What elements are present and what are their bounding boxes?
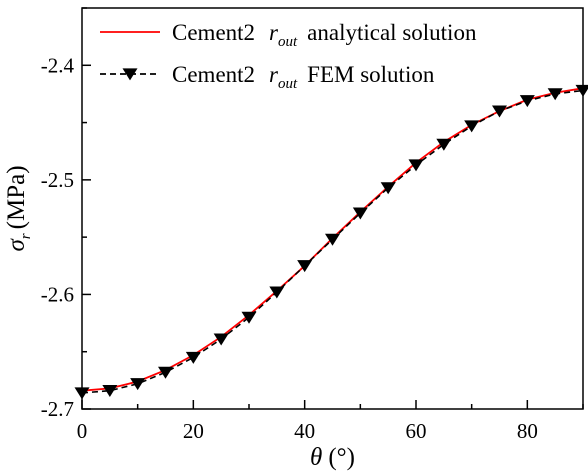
- fem-point-marker: [213, 333, 229, 346]
- x-axis: 0 20 40 60 80: [77, 400, 584, 443]
- fem-point-marker: [436, 138, 452, 151]
- x-tick-label: 80: [517, 419, 538, 443]
- fem-point-marker: [464, 120, 480, 133]
- x-tick-label: 0: [77, 419, 88, 443]
- fem-point-marker: [325, 233, 340, 246]
- legend-marker: [122, 68, 138, 81]
- fem-point-marker: [130, 378, 146, 391]
- fem-point-marker: [185, 351, 201, 364]
- fem-point-marker: [380, 182, 396, 195]
- fem-point-marker: [352, 207, 368, 220]
- y-tick-label: -2.7: [41, 397, 74, 421]
- x-tick-label: 40: [294, 419, 315, 443]
- series-layer: [74, 84, 588, 400]
- fem-point-marker: [241, 311, 257, 324]
- fem-point-marker: [492, 105, 507, 118]
- legend-entry-1: Cement2 rout analytical solution: [172, 20, 477, 50]
- y-tick-label: -2.5: [41, 168, 74, 192]
- y-tick-label: -2.6: [41, 282, 74, 306]
- y-axis-label: σr(MPa): [3, 165, 34, 251]
- fem-point-marker: [269, 286, 285, 299]
- fem-point-marker: [547, 88, 563, 101]
- x-tick-label: 20: [183, 419, 204, 443]
- x-axis-label: θ (°): [310, 444, 355, 471]
- fem-point-marker: [102, 385, 118, 398]
- fem-point-marker: [519, 95, 535, 108]
- fem-point-marker: [408, 159, 424, 172]
- legend-entry-2: Cement2 rout FEM solution: [172, 62, 435, 92]
- fem-point-marker: [158, 366, 173, 379]
- fem-point-marker: [74, 387, 90, 400]
- legend: Cement2 rout analytical solution Cement2 rou…: [100, 20, 477, 92]
- fem-point-marker: [575, 84, 588, 97]
- y-tick-label: -2.4: [41, 53, 75, 77]
- plot-frame: [81, 7, 584, 410]
- fem-point-marker: [297, 260, 313, 273]
- x-tick-label: 60: [406, 419, 427, 443]
- y-axis: -2.7 -2.6 -2.5 -2.4: [41, 7, 91, 421]
